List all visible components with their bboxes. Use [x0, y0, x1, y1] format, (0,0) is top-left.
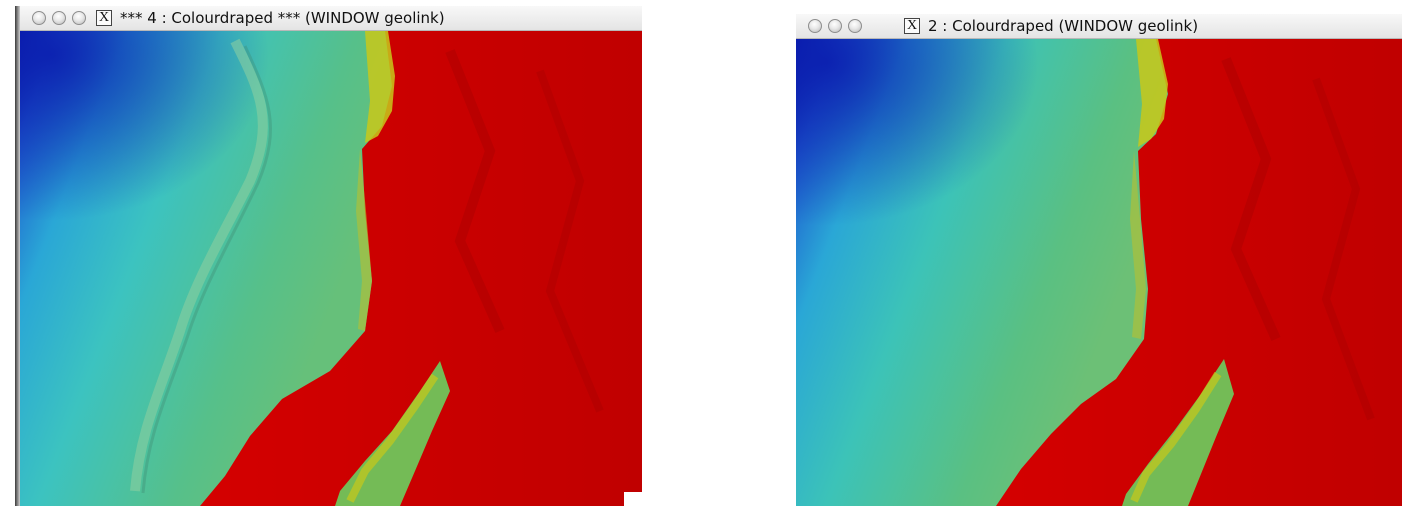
window-titlebar[interactable]: X 2 : Colourdraped (WINDOW geolink)	[796, 14, 1402, 39]
traffic-light-buttons	[808, 19, 868, 33]
colour-draped-map-view[interactable]	[796, 39, 1402, 506]
colourdraped-window-4[interactable]: X *** 4 : Colourdraped *** (WINDOW geoli…	[20, 6, 642, 506]
terrain-image	[796, 39, 1402, 506]
close-traffic-icon[interactable]	[808, 19, 822, 33]
close-traffic-icon[interactable]	[32, 11, 46, 25]
terrain-image	[20, 31, 642, 506]
minimize-traffic-icon[interactable]	[52, 11, 66, 25]
window-titlebar[interactable]: X *** 4 : Colourdraped *** (WINDOW geoli…	[20, 6, 642, 31]
colour-draped-map-view[interactable]	[20, 31, 642, 506]
close-x-icon[interactable]: X	[96, 10, 112, 26]
colourdraped-window-2[interactable]: X 2 : Colourdraped (WINDOW geolink)	[796, 14, 1402, 506]
minimize-traffic-icon[interactable]	[828, 19, 842, 33]
window-title: *** 4 : Colourdraped *** (WINDOW geolink…	[120, 9, 445, 27]
resize-corner[interactable]	[624, 492, 642, 506]
traffic-light-buttons	[32, 11, 92, 25]
close-x-icon[interactable]: X	[904, 18, 920, 34]
window-edge-strip	[15, 6, 20, 506]
window-title: 2 : Colourdraped (WINDOW geolink)	[928, 17, 1199, 35]
zoom-traffic-icon[interactable]	[72, 11, 86, 25]
zoom-traffic-icon[interactable]	[848, 19, 862, 33]
